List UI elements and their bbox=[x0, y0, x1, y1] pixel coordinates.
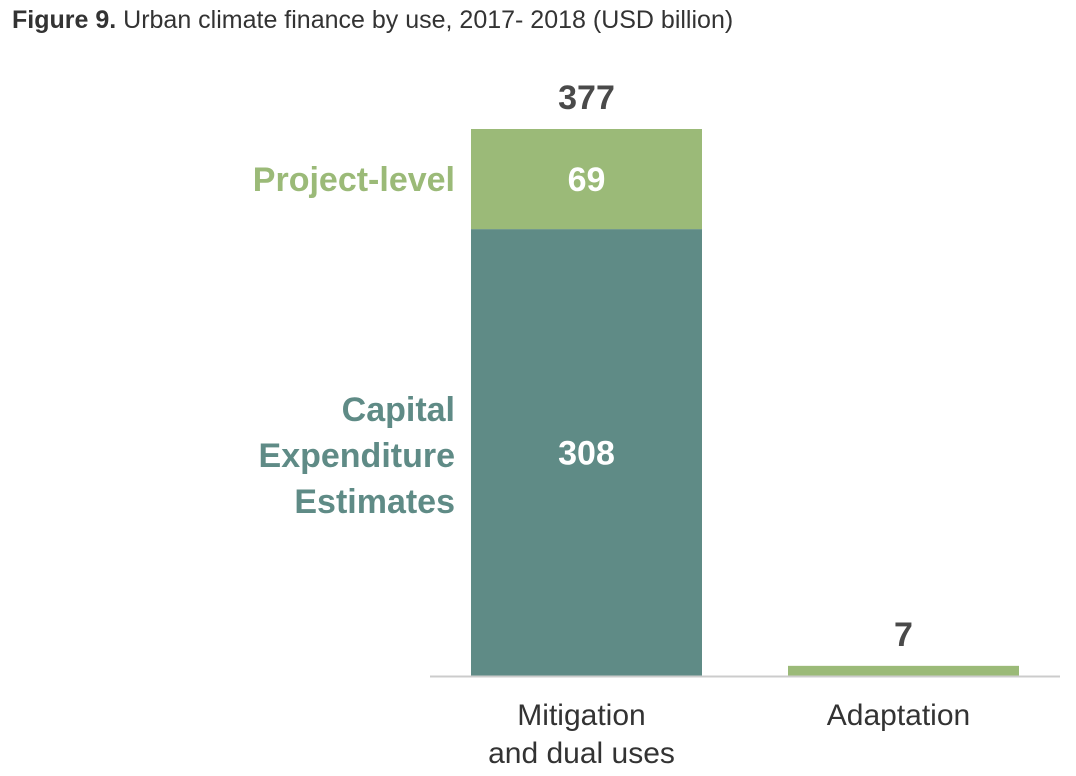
series-label-capex: Capital bbox=[342, 391, 455, 429]
figure-label: Figure 9. bbox=[12, 6, 117, 34]
category-label: Mitigation bbox=[517, 699, 645, 732]
segment-value-label: 69 bbox=[568, 161, 606, 199]
bar-segment-project-level-mitigation bbox=[471, 129, 702, 230]
total-value-label: 377 bbox=[558, 79, 615, 117]
segment-value-label: 308 bbox=[558, 435, 615, 473]
bar-segment-project-level-adaptation bbox=[788, 665, 1019, 676]
category-label: and dual uses bbox=[488, 737, 675, 770]
figure-caption: Urban climate finance by use, 2017- 2018… bbox=[123, 6, 734, 34]
series-label-capex: Estimates bbox=[294, 483, 455, 521]
category-label: Adaptation bbox=[827, 699, 970, 732]
figure-title: Figure 9. Urban climate finance by use, … bbox=[12, 6, 733, 35]
total-value-label: 7 bbox=[894, 616, 913, 654]
series-label-capex: Expenditure bbox=[259, 437, 455, 475]
series-label-project-level: Project-level bbox=[253, 161, 455, 199]
bar-segment-capex-mitigation bbox=[471, 229, 702, 676]
